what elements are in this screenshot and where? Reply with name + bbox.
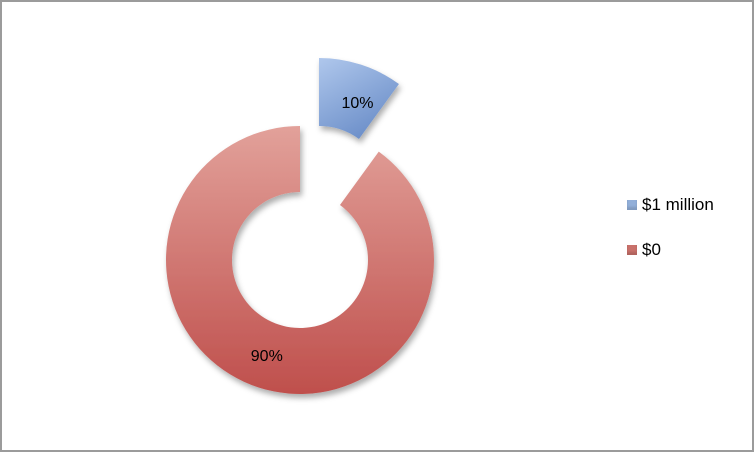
pie-slice-1-million[interactable] — [319, 58, 399, 139]
legend-swatch-icon — [627, 200, 637, 210]
slice-data-label-1-million: 10% — [342, 95, 374, 112]
legend-item-0[interactable]: $0 — [627, 240, 661, 260]
legend-item-1-million[interactable]: $1 million — [627, 195, 714, 215]
legend-swatch-icon — [627, 245, 637, 255]
legend-item-label: $0 — [642, 240, 661, 259]
pie-slice-0[interactable] — [166, 126, 434, 394]
slice-data-label-0: 90% — [251, 348, 283, 365]
legend-item-label: $1 million — [642, 195, 714, 214]
